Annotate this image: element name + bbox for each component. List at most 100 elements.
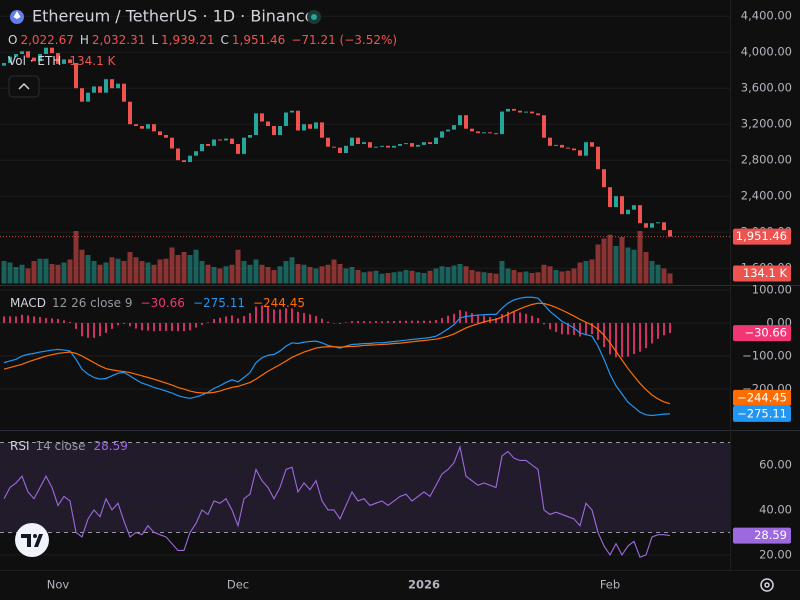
candle-body — [404, 143, 408, 145]
candle-body — [200, 144, 204, 152]
histogram-bar — [243, 316, 245, 323]
candle-body — [362, 142, 366, 144]
last-value-label-box — [733, 325, 791, 342]
histogram-bar — [411, 320, 413, 323]
candle-body — [302, 124, 306, 131]
volume-bar — [175, 255, 181, 284]
volume-bar — [139, 261, 145, 284]
histogram-bar — [429, 320, 431, 323]
candle-body — [314, 122, 318, 129]
candle-body — [284, 112, 288, 126]
histogram-bar — [567, 322, 569, 335]
candle-body — [506, 108, 510, 112]
y-tick-label: 4,400.00 — [741, 9, 792, 23]
y-tick-label: 2,400.00 — [741, 189, 792, 203]
candle-body — [452, 125, 456, 130]
volume-bar — [115, 258, 121, 284]
histogram-bar — [129, 322, 131, 327]
volume-bar — [325, 264, 331, 284]
histogram-bar — [351, 321, 353, 323]
candle-body — [626, 209, 630, 215]
volume-bar — [205, 264, 211, 284]
volume-bar — [283, 261, 289, 284]
candle-body — [488, 132, 492, 134]
volume-bar — [469, 270, 475, 284]
candle-body — [206, 144, 210, 146]
histogram-bar — [501, 314, 503, 323]
rsi-legend: RSI 14 close 28.59 — [10, 439, 128, 453]
candle-body — [122, 83, 126, 102]
histogram-bar — [303, 313, 305, 323]
last-value-label-box — [733, 405, 791, 422]
volume-bar — [151, 264, 157, 284]
collapse-button[interactable] — [8, 75, 40, 98]
histogram-bar — [147, 322, 149, 331]
volume-bar — [457, 264, 463, 284]
volume-bar — [451, 265, 457, 284]
candle-body — [248, 135, 252, 138]
candle-body — [566, 147, 570, 149]
histogram-bar — [141, 322, 143, 331]
last-volume-label-box — [733, 265, 791, 282]
volume-bar — [49, 264, 55, 284]
histogram-bar — [261, 305, 263, 323]
candle-body — [92, 86, 96, 93]
candle-body — [152, 124, 156, 132]
last-value-label-box — [733, 527, 791, 544]
volume-bar — [421, 273, 427, 284]
volume-bar — [295, 264, 301, 284]
candle-body — [428, 142, 432, 144]
candle-body — [194, 151, 198, 156]
candle-body — [512, 108, 516, 111]
histogram-bar — [171, 322, 173, 331]
histogram-bar — [255, 306, 257, 323]
candle-body — [110, 79, 114, 89]
volume-bar — [475, 271, 481, 284]
histogram-bar — [81, 322, 83, 337]
histogram-bar — [291, 308, 293, 323]
histogram-bar — [627, 322, 629, 357]
volume-bar — [247, 264, 253, 284]
candle-body — [272, 126, 276, 135]
volume-bar — [37, 258, 43, 284]
candle-body — [116, 83, 120, 89]
candle-body — [188, 155, 192, 162]
candle-body — [422, 142, 426, 145]
histogram-bar — [633, 322, 635, 355]
candle-body — [2, 63, 6, 66]
histogram-bar — [39, 317, 41, 323]
candle-body — [230, 138, 234, 144]
histogram-bar — [195, 322, 197, 328]
volume-bar — [493, 273, 499, 284]
candle-body — [260, 113, 264, 122]
marks — [0, 15, 730, 558]
volume-bar — [439, 266, 445, 284]
y-tick-label: −100.00 — [742, 349, 792, 363]
histogram-bar — [315, 316, 317, 323]
x-tick-label: Dec — [227, 578, 249, 592]
y-tick-label: 4,000.00 — [741, 45, 792, 59]
volume-bar — [1, 261, 7, 284]
histogram-bar — [3, 316, 5, 323]
volume-bar — [43, 258, 49, 284]
candle-body — [632, 205, 636, 210]
volume-bar — [373, 270, 379, 284]
volume-bar — [595, 244, 601, 284]
candle-body — [464, 115, 468, 129]
candle-body — [440, 131, 444, 138]
last-price-label-box — [733, 228, 791, 245]
histogram-bar — [51, 318, 53, 323]
volume-bar — [217, 268, 223, 284]
candle-body — [572, 148, 576, 151]
candle-body — [38, 54, 42, 62]
histogram-bar — [57, 319, 59, 323]
volume-bar — [361, 272, 367, 284]
volume-bar — [487, 273, 493, 284]
y-tick-label: 2,800.00 — [741, 153, 792, 167]
histogram-bar — [663, 322, 665, 336]
candle-body — [392, 145, 396, 148]
volume-bar — [97, 264, 103, 284]
histogram-bar — [579, 322, 581, 337]
tradingview-logo[interactable] — [15, 523, 49, 557]
settings-button[interactable] — [760, 578, 774, 592]
